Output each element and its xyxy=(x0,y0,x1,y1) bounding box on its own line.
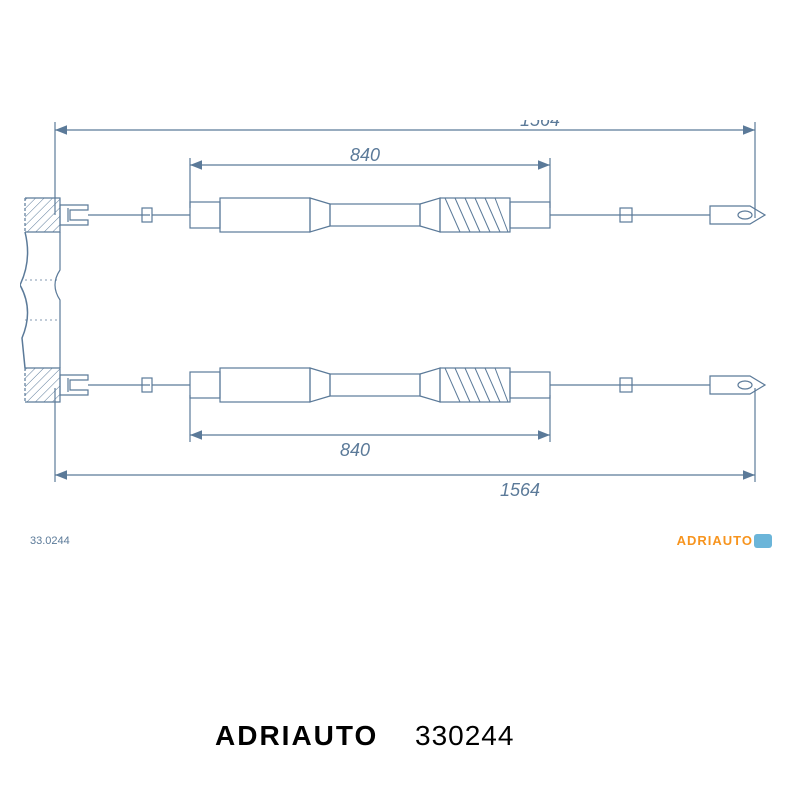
diagram-svg: 1564 840 xyxy=(20,120,780,530)
brand-logo-icon xyxy=(754,534,772,548)
footer-brand: ADRIAUTO xyxy=(215,720,378,752)
technical-drawing: 1564 840 xyxy=(20,120,780,530)
dim-overall-bottom: 1564 xyxy=(500,480,540,500)
brand-logo: ADRIAUTO xyxy=(677,533,772,549)
dim-inner-bottom: 840 xyxy=(340,440,370,460)
dim-inner-top: 840 xyxy=(350,145,380,165)
brand-logo-text: ADRIAUTO xyxy=(677,533,753,548)
footer-part-number: 330244 xyxy=(415,720,514,752)
dim-overall-top: 1564 xyxy=(520,120,560,130)
part-number-small: 33.0244 xyxy=(30,535,70,547)
